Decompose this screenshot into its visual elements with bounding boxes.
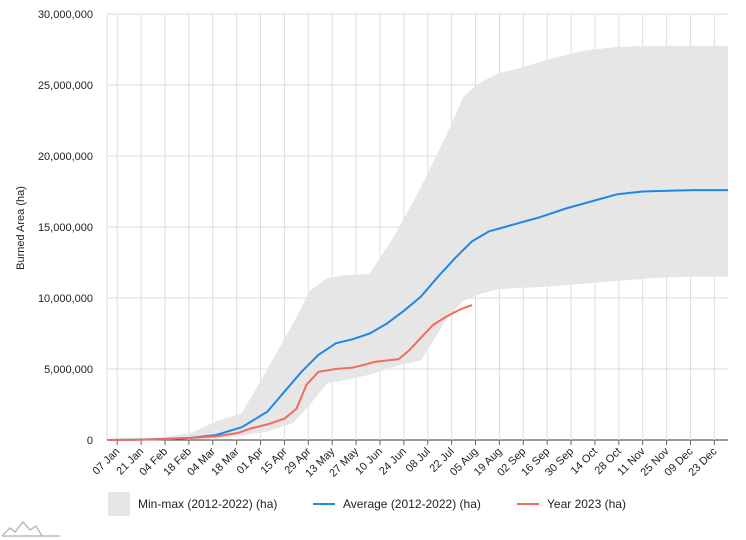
x-tick-label: 24 Jun — [377, 446, 409, 478]
chart-logo-icon[interactable] — [1, 520, 60, 537]
y-tick-label: 0 — [87, 435, 93, 447]
legend-label-average: Average (2012-2022) (ha) — [343, 497, 481, 511]
legend-item-average[interactable]: Average (2012-2022) (ha) — [313, 497, 481, 511]
legend-item-min-max[interactable]: Min-max (2012-2022) (ha) — [108, 492, 277, 516]
series-lines-layer — [106, 189, 728, 441]
y-tick-label: 5,000,000 — [44, 364, 93, 376]
y-tick-label: 25,000,000 — [38, 80, 93, 92]
legend: Min-max (2012-2022) (ha) Average (2012-2… — [108, 492, 626, 516]
y-axis-label: Burned Area (ha) — [15, 186, 27, 270]
legend-item-year-2023[interactable]: Year 2023 (ha) — [517, 497, 626, 511]
average-line — [106, 189, 728, 441]
y-tick-label: 30,000,000 — [38, 9, 93, 21]
min-max-band — [107, 45, 728, 441]
y-axis-ticks: 0 5,000,000 10,000,000 15,000,000 20,000,000… — [38, 9, 93, 447]
legend-label-year-2023: Year 2023 (ha) — [547, 497, 626, 511]
min-max-band-layer — [107, 45, 728, 441]
y-tick-label: 15,000,000 — [38, 222, 93, 234]
year-2023-line — [106, 304, 473, 441]
y-tick-label: 20,000,000 — [38, 151, 93, 163]
y-tick-label: 10,000,000 — [38, 293, 93, 305]
x-tick-label: 08 Jul — [404, 446, 433, 475]
legend-swatch-min-max — [108, 492, 130, 516]
legend-label-min-max: Min-max (2012-2022) (ha) — [138, 497, 277, 511]
